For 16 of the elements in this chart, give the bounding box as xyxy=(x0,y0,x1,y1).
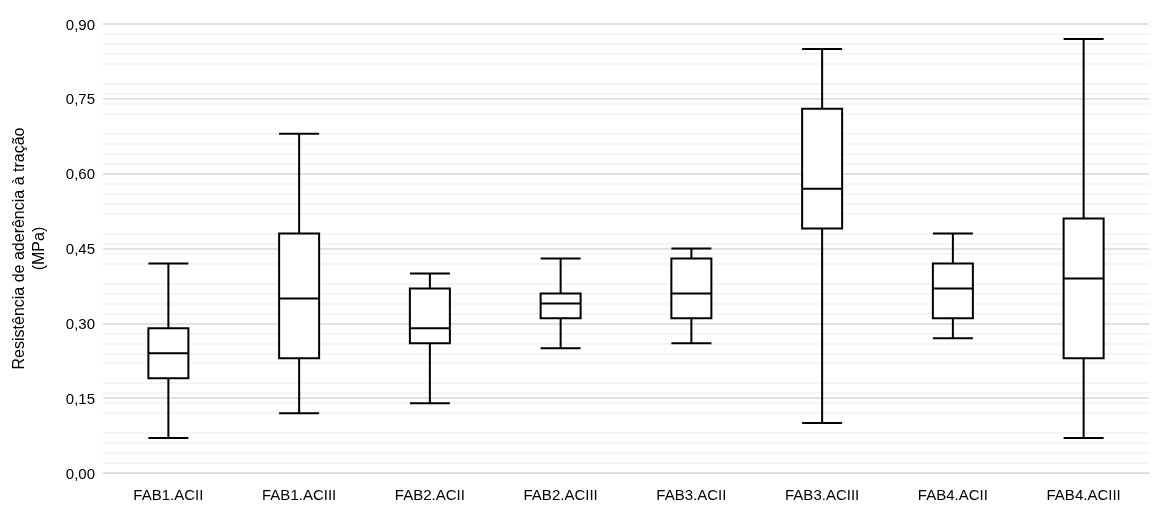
y-tick-label: 0,00 xyxy=(65,464,95,482)
x-tick-label: FAB4.ACIII xyxy=(1046,486,1121,503)
y-tick-label: 0,15 xyxy=(65,389,95,407)
x-tick-label: FAB1.ACIII xyxy=(262,486,337,503)
x-tick-label: FAB4.ACII xyxy=(917,486,988,503)
x-tick-label: FAB2.ACII xyxy=(394,486,465,503)
x-tick-label: FAB3.ACII xyxy=(656,486,727,503)
y-tick-label: 0,45 xyxy=(65,240,95,257)
y-tick-label: 0,75 xyxy=(65,90,95,108)
x-tick-label: FAB3.ACIII xyxy=(785,486,860,503)
x-tick-label: FAB2.ACIII xyxy=(523,486,598,503)
y-axis-title: Resistência de aderência à tração (MPa) xyxy=(9,127,47,370)
y-tick-label: 0,30 xyxy=(65,314,95,332)
y-tick-label: 0,90 xyxy=(65,15,95,33)
y-tick-label: 0,60 xyxy=(65,165,95,183)
x-tick-label: FAB1.ACII xyxy=(133,486,204,503)
